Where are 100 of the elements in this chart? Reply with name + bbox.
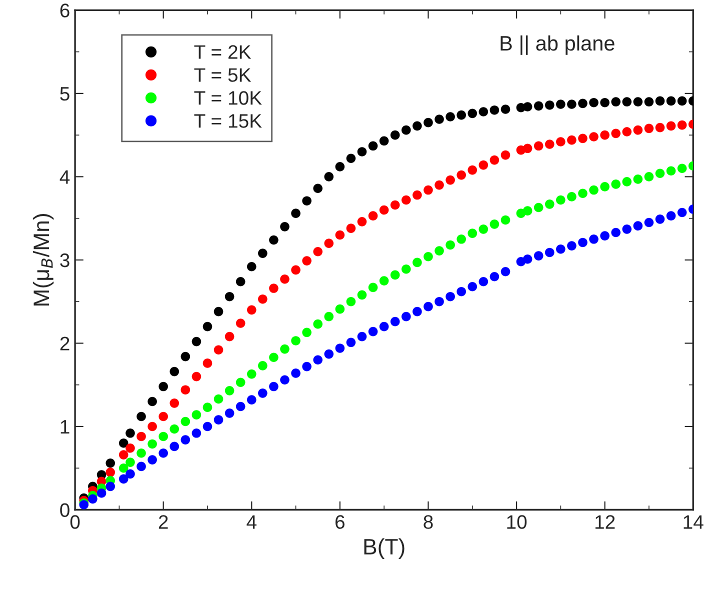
point <box>246 395 256 405</box>
point <box>280 344 290 354</box>
point <box>412 306 422 316</box>
point <box>424 302 433 312</box>
point <box>446 112 455 122</box>
point <box>258 388 268 398</box>
point <box>96 488 106 498</box>
point <box>633 125 643 135</box>
point <box>500 104 510 114</box>
point <box>170 366 180 376</box>
point <box>655 96 665 106</box>
point <box>346 296 356 306</box>
point <box>468 228 478 238</box>
point <box>622 97 632 106</box>
point <box>468 108 478 118</box>
point <box>589 132 598 142</box>
point <box>214 394 224 404</box>
point <box>468 282 478 292</box>
point <box>644 218 654 228</box>
point <box>324 238 334 248</box>
point <box>412 190 422 200</box>
point <box>456 286 466 296</box>
point <box>118 463 128 473</box>
point <box>556 244 566 254</box>
point <box>589 234 598 244</box>
point <box>158 448 168 458</box>
point <box>633 221 643 230</box>
point <box>534 141 544 151</box>
point <box>118 438 128 448</box>
point <box>180 435 190 444</box>
point <box>390 316 400 326</box>
point <box>567 135 576 145</box>
point <box>158 412 168 422</box>
point <box>136 448 146 458</box>
point <box>106 468 116 477</box>
point <box>500 215 510 225</box>
point <box>313 246 323 256</box>
x-tick-label: 14 <box>684 515 704 529</box>
y-axis-title: M(μ$_{B}$/Mn) <box>32 214 54 306</box>
point <box>544 200 554 209</box>
point <box>600 231 610 240</box>
point <box>434 246 444 256</box>
point <box>589 98 598 108</box>
point <box>269 235 278 245</box>
point <box>126 469 135 479</box>
point <box>324 312 334 322</box>
point <box>522 102 532 112</box>
point <box>302 196 312 206</box>
point <box>291 208 300 218</box>
point <box>478 107 488 116</box>
point <box>335 304 345 314</box>
point <box>224 332 234 342</box>
point <box>379 276 389 286</box>
point <box>600 98 610 108</box>
point <box>402 312 411 322</box>
point <box>644 97 654 106</box>
point <box>424 185 433 195</box>
point <box>478 276 488 286</box>
point <box>180 385 190 395</box>
point <box>611 180 621 189</box>
point <box>446 292 455 302</box>
point <box>390 270 400 280</box>
point <box>534 251 544 260</box>
point <box>236 318 246 328</box>
point <box>633 97 643 106</box>
point <box>158 432 168 442</box>
point <box>534 101 544 111</box>
point <box>622 224 632 234</box>
point <box>302 256 312 266</box>
point <box>655 122 665 132</box>
point <box>269 352 278 362</box>
point <box>202 422 212 432</box>
point <box>118 450 128 460</box>
point <box>434 114 444 124</box>
point <box>500 150 510 160</box>
point <box>666 96 676 106</box>
point <box>522 254 532 264</box>
point <box>214 345 224 355</box>
point <box>633 174 643 184</box>
point <box>490 105 500 115</box>
point <box>180 416 190 426</box>
point <box>456 234 466 244</box>
point <box>500 266 510 276</box>
y-tick-label: 3 <box>60 253 70 268</box>
point <box>644 124 654 134</box>
point <box>534 202 544 212</box>
point <box>368 326 378 336</box>
x-tick-label: 12 <box>596 515 615 529</box>
point <box>357 217 367 226</box>
point <box>280 222 290 232</box>
point <box>202 322 212 332</box>
point <box>214 306 224 316</box>
point <box>291 265 300 275</box>
point <box>148 439 157 449</box>
y-tick-label: 1 <box>60 420 70 434</box>
point <box>246 369 256 379</box>
point <box>106 458 116 468</box>
point <box>478 160 488 170</box>
point <box>302 328 312 338</box>
point <box>655 214 665 224</box>
